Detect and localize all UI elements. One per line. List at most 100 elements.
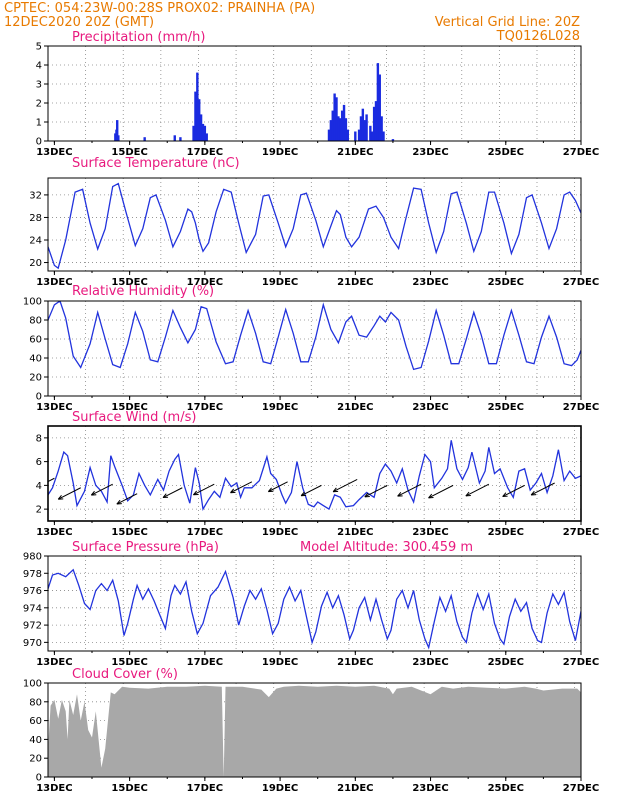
- y-tick-label: 80: [29, 697, 42, 708]
- y-tick-label: 20: [29, 754, 42, 765]
- panel-frame: [47, 425, 582, 522]
- x-tick-label: 15DEC: [111, 147, 147, 158]
- wind-vector: [90, 483, 113, 496]
- panel-5: Surface Pressure (hPa) Model Altitude: 30…: [23, 540, 599, 668]
- x-tick-label: 19DEC: [262, 783, 298, 794]
- y-tick-label: 24: [29, 236, 42, 247]
- plot-area: [48, 568, 581, 650]
- precip-bar: [201, 123, 205, 141]
- y-tick-label: 980: [23, 552, 42, 563]
- precip-bar: [361, 108, 365, 141]
- x-tick-label: 25DEC: [488, 657, 524, 668]
- precip-bar: [346, 129, 349, 141]
- panel-title: Surface Wind (m/s): [72, 410, 196, 425]
- x-tick-label: 25DEC: [488, 527, 524, 538]
- y-tick-label: 8: [36, 433, 42, 444]
- plot-area: [114, 63, 395, 141]
- x-tick-label: 17DEC: [187, 657, 223, 668]
- y-tick-label: 0: [36, 773, 42, 784]
- precip-bar: [357, 129, 361, 141]
- panel-frame: [47, 45, 582, 142]
- x-tick-label: 15DEC: [111, 277, 147, 288]
- x-tick-label: 13DEC: [36, 147, 72, 158]
- x-tick-label: 27DEC: [563, 657, 599, 668]
- x-tick-label: 27DEC: [563, 527, 599, 538]
- x-tick-label: 23DEC: [412, 277, 448, 288]
- wind-vector: [364, 484, 388, 498]
- y-tick-label: 0: [36, 392, 42, 403]
- precip-bar: [380, 116, 383, 141]
- header: CPTEC: 054:23W-00:28S PROX02: PRAINHA (P…: [4, 1, 580, 44]
- y-tick-label: 100: [23, 679, 42, 690]
- precip-bar: [354, 131, 357, 141]
- y-tick-label: 978: [23, 569, 42, 580]
- wind-vector: [502, 484, 525, 498]
- precip-bar: [194, 91, 197, 141]
- panel-6: Cloud Cover (%) 0 20 40 60 80 100 13DEC 15DEC 17D…: [23, 667, 599, 794]
- precip-bar: [196, 72, 199, 141]
- precip-bar: [329, 120, 333, 141]
- wind-vector: [428, 484, 454, 499]
- wind-vector: [48, 477, 55, 483]
- panel-frame: [47, 555, 582, 652]
- x-tick-label: 27DEC: [563, 147, 599, 158]
- cloud-area: [48, 685, 581, 777]
- header-grid-line: Vertical Grid Line: 20Z: [435, 15, 580, 30]
- x-tick-label: 25DEC: [488, 783, 524, 794]
- x-tick-label: 13DEC: [36, 277, 72, 288]
- precip-bar: [199, 114, 203, 141]
- y-tick-label: 974: [23, 603, 42, 614]
- precip-bar: [371, 131, 374, 141]
- precip-bar: [339, 118, 342, 141]
- x-tick-label: 25DEC: [488, 147, 524, 158]
- y-tick-label: 20: [29, 373, 42, 384]
- x-tick-label: 13DEC: [36, 783, 72, 794]
- precip-bar: [116, 120, 119, 141]
- precip-bar: [192, 125, 195, 141]
- panel-title: Precipitation (mm/h): [72, 30, 205, 45]
- precip-bar: [391, 139, 395, 141]
- y-tick-label: 970: [23, 638, 42, 649]
- y-tick-label: 6: [36, 457, 42, 468]
- wind-vector: [193, 483, 215, 496]
- panel-title: Surface Temperature (nC): [72, 156, 240, 171]
- y-tick-label: 2: [36, 505, 42, 516]
- x-tick-label: 19DEC: [262, 402, 298, 413]
- precip-bar: [342, 104, 346, 141]
- precip-bar: [198, 99, 201, 141]
- y-tick-label: 976: [23, 586, 42, 597]
- x-tick-label: 23DEC: [412, 527, 448, 538]
- x-tick-label: 17DEC: [187, 402, 223, 413]
- precip-bar: [327, 129, 331, 141]
- precip-bar: [173, 135, 176, 141]
- plot-area: [48, 685, 581, 777]
- precip-bar: [359, 116, 363, 141]
- precip-bar: [376, 63, 380, 141]
- x-tick-label: 27DEC: [563, 783, 599, 794]
- x-tick-label: 21DEC: [337, 783, 373, 794]
- x-tick-label: 19DEC: [262, 147, 298, 158]
- x-tick-label: 21DEC: [337, 147, 373, 158]
- x-tick-label: 27DEC: [563, 277, 599, 288]
- y-tick-label: 40: [29, 735, 42, 746]
- panel-title: Surface Pressure (hPa): [72, 540, 219, 555]
- x-tick-label: 23DEC: [412, 783, 448, 794]
- y-tick-label: 60: [29, 716, 42, 727]
- x-tick-label: 23DEC: [412, 402, 448, 413]
- panel-subtitle: Model Altitude: 300.459 m: [300, 540, 473, 555]
- panel-title: Relative Humidity (%): [72, 284, 214, 299]
- precip-bar: [337, 116, 340, 141]
- x-tick-label: 19DEC: [262, 277, 298, 288]
- series-line: [48, 301, 581, 371]
- precip-bar: [365, 114, 368, 141]
- x-tick-label: 21DEC: [337, 657, 373, 668]
- panel-2: Surface Temperature (nC) 20 24 28 32 13DEC 15D…: [29, 156, 599, 288]
- panels: Precipitation (mm/h) 0 1 2 3 4 5 13DEC 15DEC 17DE…: [23, 30, 599, 794]
- precip-bar: [205, 133, 208, 141]
- y-tick-label: 20: [29, 258, 42, 269]
- precip-bar: [340, 110, 344, 141]
- x-tick-label: 25DEC: [488, 277, 524, 288]
- x-tick-label: 15DEC: [111, 783, 147, 794]
- y-tick-label: 1: [36, 118, 42, 129]
